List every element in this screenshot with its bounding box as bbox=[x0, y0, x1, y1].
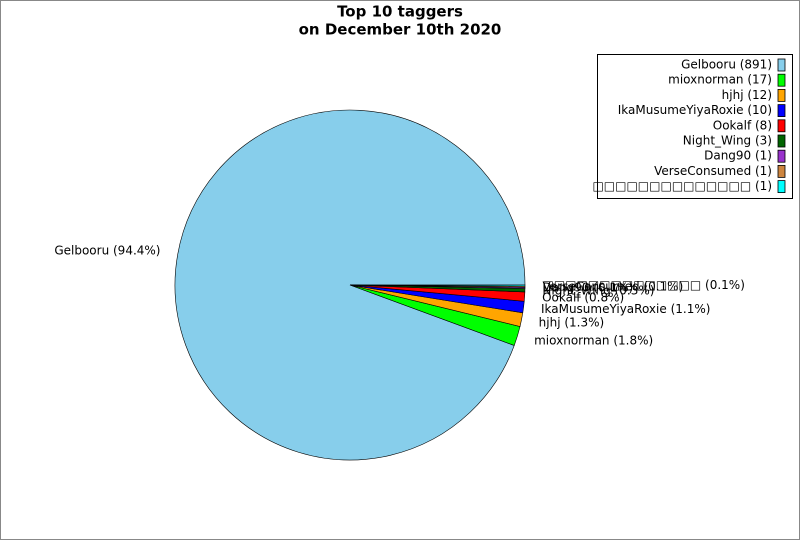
slice-label: Night_Wing (0.3%) bbox=[542, 283, 654, 297]
legend-box bbox=[597, 54, 793, 199]
legend-swatch bbox=[777, 134, 786, 148]
legend-swatch bbox=[777, 58, 786, 72]
slice-label: □□□□□□□□□□□□□□ (0.1%) bbox=[542, 278, 744, 292]
chart-title: on December 10th 2020 bbox=[299, 21, 502, 39]
legend-label: Gelbooru (891) bbox=[681, 58, 772, 72]
legend-label: hjhj (12) bbox=[722, 88, 772, 102]
slice-label: Ookalf (0.8%) bbox=[542, 290, 624, 304]
slice-label: hjhj (1.3%) bbox=[539, 316, 605, 330]
slice-label: VerseConsumed (0.1%) bbox=[542, 279, 683, 293]
legend-label: mioxnorman (17) bbox=[668, 73, 772, 87]
legend-label: VerseConsumed (1) bbox=[654, 164, 772, 178]
legend-label: □□□□□□□□□□□□□□ (1) bbox=[592, 179, 772, 193]
legend-swatch bbox=[777, 149, 786, 163]
legend-swatch bbox=[777, 180, 786, 194]
slice-label: Gelbooru (94.4%) bbox=[54, 244, 160, 258]
pie-slice bbox=[349, 284, 526, 287]
slice-label: Dang90 (0.1%) bbox=[542, 281, 633, 295]
legend-swatch bbox=[777, 104, 786, 117]
legend-label: Dang90 (1) bbox=[704, 149, 772, 163]
legend-swatch bbox=[777, 89, 786, 102]
legend-swatch bbox=[777, 119, 786, 133]
slice-label: mioxnorman (1.8%) bbox=[534, 334, 653, 348]
legend-label: Ookalf (8) bbox=[713, 118, 772, 132]
legend-label: IkaMusumeYiyaRoxie (10) bbox=[618, 103, 772, 117]
slice-label: IkaMusumeYiyaRoxie (1.1%) bbox=[541, 302, 710, 316]
legend-swatch bbox=[777, 164, 786, 178]
chart-title: Top 10 taggers bbox=[337, 3, 463, 21]
legend-swatch bbox=[777, 73, 786, 87]
legend-label: Night_Wing (3) bbox=[683, 134, 772, 148]
